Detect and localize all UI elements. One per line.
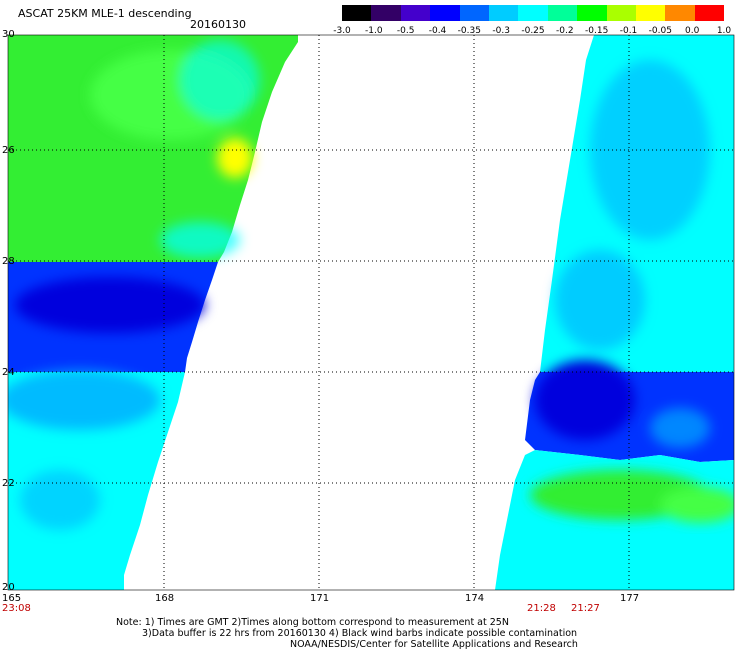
- chart-date: 20160130: [190, 18, 246, 31]
- left-swath: [8, 35, 298, 590]
- right-swath-green-patch-2: [660, 487, 734, 523]
- colorbar-segment: [694, 5, 725, 21]
- colorbar-label: -0.4: [428, 26, 447, 36]
- colorbar-label: 1.0: [716, 26, 732, 36]
- colorbar-segment: [665, 5, 695, 21]
- colorbar-segment: [371, 5, 401, 21]
- lon-label-165: 165: [2, 593, 21, 604]
- footnote-line-2: 3)Data buffer is 22 hrs from 20160130 4)…: [142, 628, 578, 639]
- plot-frame: [7, 34, 735, 591]
- colorbar-label: -0.05: [648, 26, 672, 36]
- colorbar-label: -0.5: [396, 26, 415, 36]
- chart-title: ASCAT 25KM MLE-1 descending: [18, 7, 192, 20]
- right-swath-sky-patch: [590, 60, 710, 240]
- colorbar-label: 0.0: [684, 26, 700, 36]
- time-label-right-1: 21:28: [527, 603, 556, 614]
- lat-label-30: 30: [2, 29, 15, 40]
- colorbar-segment: [342, 5, 372, 21]
- left-swath-deep-blue-patch: [15, 277, 205, 333]
- colorbar-label: -0.15: [585, 26, 609, 36]
- left-swath-cyan-edge: [160, 222, 240, 258]
- lat-label-20: 20: [2, 582, 15, 593]
- colorbar-label: -0.3: [492, 26, 510, 36]
- time-label-right-2: 21:27: [571, 603, 600, 614]
- right-swath-sky-lens: [650, 408, 710, 448]
- footnote-line-1: Note: 1) Times are GMT 2)Times along bot…: [116, 617, 509, 628]
- colorbar-segment: [488, 5, 519, 21]
- colorbar-label: -0.25: [521, 26, 545, 36]
- lon-label-171: 171: [310, 593, 329, 604]
- colorbar-segment: [635, 5, 666, 21]
- colorbar: [342, 5, 725, 21]
- colorbar-label: -0.1: [619, 26, 638, 36]
- colorbar-segment: [430, 5, 460, 21]
- colorbar-segment: [547, 5, 578, 21]
- colorbar-segment: [518, 5, 548, 21]
- left-swath-sky-patch: [8, 370, 160, 430]
- lat-label-26: 26: [2, 145, 15, 156]
- colorbar-segment: [606, 5, 636, 21]
- lon-label-174: 174: [465, 593, 484, 604]
- colorbar-label: -3.0: [333, 26, 351, 36]
- colorbar-label: -1.0: [365, 26, 383, 36]
- grid-lines: [8, 35, 734, 590]
- colorbar-segment: [459, 5, 489, 21]
- colorbar-labels: -3.0 -1.0 -0.5 -0.4 -0.35 -0.3 -0.25 -0.2 -0.15-…: [332, 26, 732, 38]
- lat-label-28: 28: [2, 256, 15, 267]
- lat-label-24: 24: [2, 367, 15, 378]
- lon-label-177: 177: [620, 593, 639, 604]
- time-label-left: 23:08: [2, 603, 31, 614]
- lon-label-168: 168: [155, 593, 174, 604]
- colorbar-label: -0.35: [457, 26, 481, 36]
- left-swath-yellow-patch: [217, 138, 253, 178]
- right-swath-sky-patch-2: [555, 250, 645, 350]
- lat-label-22: 22: [2, 478, 15, 489]
- map-plot: 30 26 28 24 22 20 165 168 171 174 177 23…: [2, 29, 735, 614]
- footnote-line-3: NOAA/NESDIS/Center for Satellite Applica…: [290, 639, 578, 650]
- left-swath-sky-patch-2: [20, 470, 100, 530]
- colorbar-segment: [577, 5, 607, 21]
- colorbar-label: -0.2: [556, 26, 574, 36]
- colorbar-segment: [400, 5, 431, 21]
- right-swath-deep-blue-patch: [535, 360, 635, 440]
- left-swath-cyan-patch: [180, 40, 260, 120]
